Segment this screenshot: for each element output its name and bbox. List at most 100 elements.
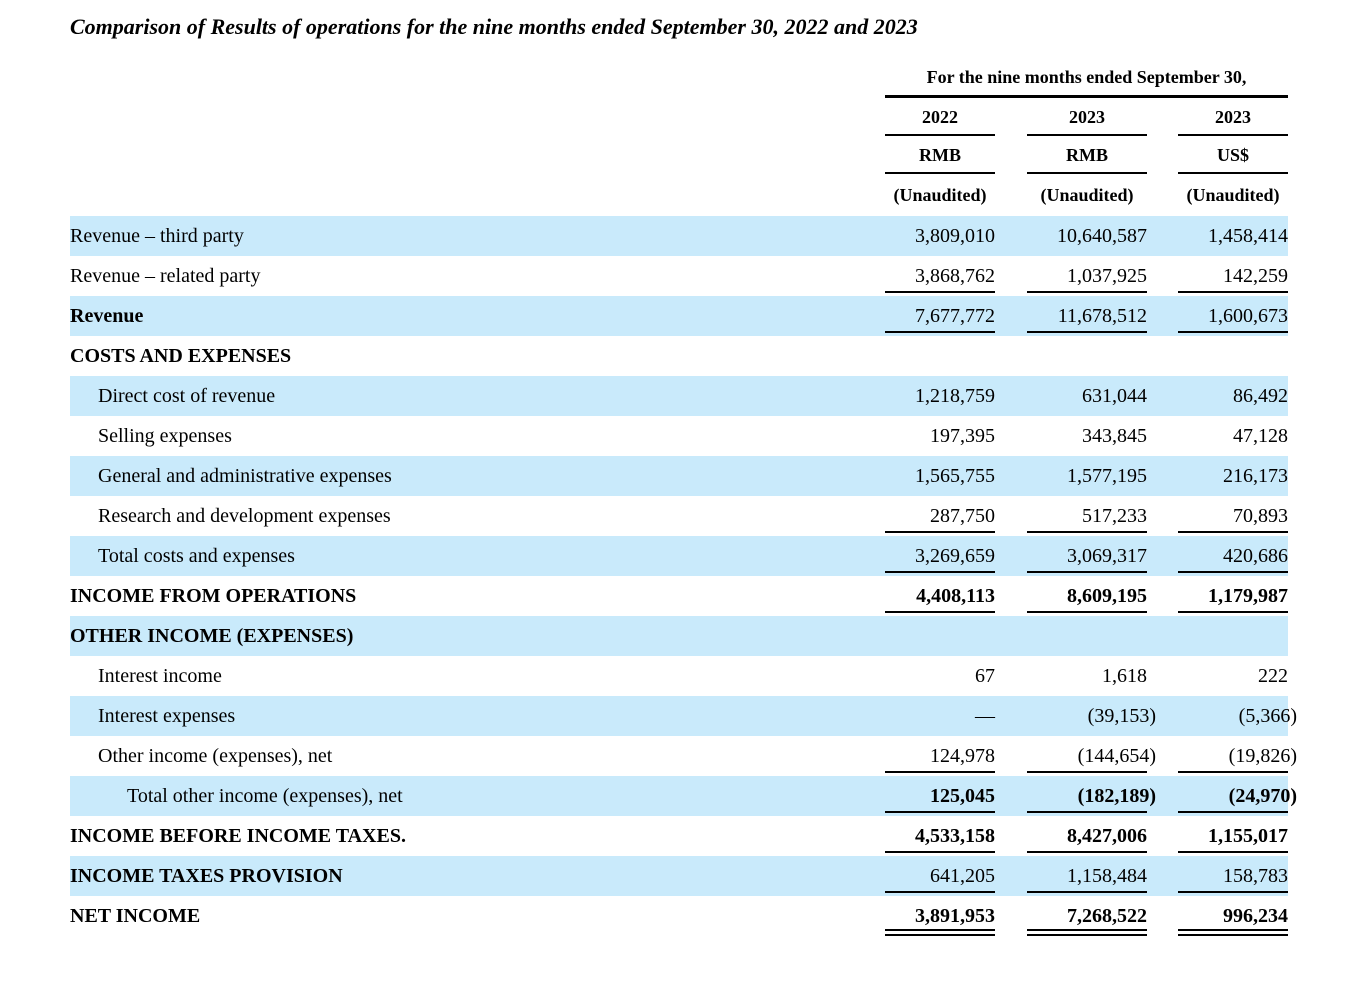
value-cell-2022-rmb: 3,269,659: [885, 536, 995, 576]
table-row: OTHER INCOME (EXPENSES): [70, 616, 1288, 656]
value-cell-2023-rmb: [1027, 336, 1147, 376]
value-2023-rmb: 1,618: [1102, 665, 1147, 687]
value-cell-2023-usd: 142,259: [1178, 256, 1288, 296]
row-label: COSTS AND EXPENSES: [70, 345, 292, 367]
value-cell-2023-rmb: 8,609,195: [1027, 576, 1147, 616]
value-cell-2023-rmb: 1,618: [1027, 656, 1147, 696]
results-of-operations-table: For the nine months ended September 30, …: [70, 60, 1297, 936]
value-2023-rmb: (144,654): [1077, 745, 1156, 767]
value-cell-2023-rmb: 11,678,512: [1027, 296, 1147, 336]
value-cell-2022-rmb: —: [885, 696, 995, 736]
value-cell-2023-usd: 1,600,673: [1178, 296, 1288, 336]
column-header-unaudited-3: (Unaudited): [1186, 185, 1280, 205]
table-row: Selling expenses 197,395 343,845 47,128: [70, 416, 1288, 456]
value-cell-2023-usd: 86,492: [1178, 376, 1288, 416]
row-label: Revenue: [70, 305, 144, 327]
value-2023-usd: (24,970): [1228, 785, 1297, 807]
value-cell-2023-rmb: 10,640,587: [1027, 216, 1147, 256]
value-2023-rmb: 11,678,512: [1057, 305, 1147, 327]
value-2023-usd: (5,366): [1238, 705, 1297, 727]
row-label: INCOME FROM OPERATIONS: [70, 585, 357, 607]
value-cell-2023-rmb: 1,577,195: [1027, 456, 1147, 496]
value-2023-usd: 86,492: [1233, 385, 1288, 407]
value-cell-2023-rmb: [1027, 616, 1147, 656]
value-cell-2022-rmb: 1,218,759: [885, 376, 995, 416]
value-cell-2022-rmb: 287,750: [885, 496, 995, 536]
row-label: General and administrative expenses: [98, 465, 392, 487]
value-cell-2022-rmb: [885, 336, 995, 376]
value-cell-2023-usd: 222: [1178, 656, 1288, 696]
value-2023-usd: 1,155,017: [1208, 825, 1288, 847]
value-2022-rmb: 7,677,772: [915, 305, 995, 327]
table-row: Revenue – related party 3,868,762 1,037,…: [70, 256, 1288, 296]
row-label: Research and development expenses: [98, 505, 391, 527]
value-cell-2023-rmb: 1,158,484: [1027, 856, 1147, 896]
page-title: Comparison of Results of operations for …: [70, 14, 918, 39]
value-cell-2023-rmb: (182,189): [1027, 776, 1156, 816]
column-header-unaudited-2: (Unaudited): [1040, 185, 1134, 205]
value-2022-rmb: 641,205: [930, 865, 995, 887]
column-header-unaudited-1: (Unaudited): [893, 185, 987, 205]
table-row: NET INCOME 3,891,953 7,268,522 996,234: [70, 896, 1288, 936]
value-2023-usd: (19,826): [1228, 745, 1297, 767]
value-2022-rmb: 4,533,158: [915, 825, 995, 847]
table-body: Revenue – third party 3,809,010 10,640,5…: [70, 216, 1297, 936]
table-row: Total other income (expenses), net 125,0…: [70, 776, 1297, 816]
value-2022-rmb: 125,045: [930, 785, 995, 807]
value-2023-usd: 420,686: [1223, 545, 1288, 567]
row-label: Interest expenses: [98, 705, 236, 727]
value-2023-rmb: 1,577,195: [1067, 465, 1147, 487]
value-2023-usd: 47,128: [1233, 425, 1288, 447]
column-header-currency-usd-2023: US$: [1178, 138, 1288, 176]
value-2023-usd: 158,783: [1223, 865, 1288, 887]
table-row: General and administrative expenses 1,56…: [70, 456, 1288, 496]
value-2022-rmb: 124,978: [930, 745, 995, 767]
table-header-currency-row: RMB RMB US$: [70, 138, 1288, 176]
row-label: NET INCOME: [70, 905, 201, 927]
column-group-header: For the nine months ended September 30,: [885, 60, 1288, 98]
table-row: Total costs and expenses 3,269,659 3,069…: [70, 536, 1288, 576]
value-2023-usd: 996,234: [1223, 905, 1288, 927]
value-2023-usd: 1,600,673: [1208, 305, 1288, 327]
value-cell-2023-rmb: (39,153): [1027, 696, 1156, 736]
value-2023-rmb: (182,189): [1077, 785, 1156, 807]
value-2023-usd: 222: [1258, 665, 1288, 687]
value-cell-2022-rmb: 641,205: [885, 856, 995, 896]
value-cell-2022-rmb: 7,677,772: [885, 296, 995, 336]
value-cell-2023-usd: [1178, 336, 1288, 376]
table-row: Revenue 7,677,772 11,678,512 1,600,673: [70, 296, 1288, 336]
value-cell-2023-usd: 1,155,017: [1178, 816, 1288, 856]
table-header-unaudited-row: (Unaudited) (Unaudited) (Unaudited): [70, 176, 1288, 216]
row-label: Revenue – related party: [70, 265, 261, 287]
value-2023-rmb: 343,845: [1082, 425, 1147, 447]
value-cell-2023-rmb: 3,069,317: [1027, 536, 1147, 576]
value-2022-rmb: 1,218,759: [915, 385, 995, 407]
value-cell-2022-rmb: 4,408,113: [885, 576, 995, 616]
value-cell-2023-usd: 420,686: [1178, 536, 1288, 576]
row-label: Total costs and expenses: [98, 545, 295, 567]
value-cell-2022-rmb: 124,978: [885, 736, 995, 776]
row-label: OTHER INCOME (EXPENSES): [70, 625, 354, 647]
value-2022-rmb: 3,868,762: [915, 265, 995, 287]
row-label: Other income (expenses), net: [98, 745, 333, 767]
column-header-year-2022: 2022: [885, 98, 995, 138]
table-header-year-row: 2022 2023 2023: [70, 98, 1288, 138]
row-label: INCOME BEFORE INCOME TAXES.: [70, 825, 406, 847]
value-cell-2023-usd: [1178, 616, 1288, 656]
table-row: INCOME BEFORE INCOME TAXES. 4,533,158 8,…: [70, 816, 1288, 856]
value-cell-2023-usd: 216,173: [1178, 456, 1288, 496]
value-2023-rmb: 8,427,006: [1067, 825, 1147, 847]
table-row: Interest expenses — (39,153) (5,366): [70, 696, 1297, 736]
row-label: Total other income (expenses), net: [127, 785, 403, 807]
value-cell-2023-usd: 1,458,414: [1178, 216, 1288, 256]
column-header-year-2023-rmb: 2023: [1027, 98, 1147, 138]
value-2023-rmb: 8,609,195: [1067, 585, 1147, 607]
value-2022-rmb: 1,565,755: [915, 465, 995, 487]
column-header-year-2023-usd: 2023: [1178, 98, 1288, 138]
value-cell-2022-rmb: 3,809,010: [885, 216, 995, 256]
column-header-currency-rmb-2022: RMB: [885, 138, 995, 176]
value-cell-2023-usd: 1,179,987: [1178, 576, 1288, 616]
value-cell-2023-rmb: 8,427,006: [1027, 816, 1147, 856]
table-row: Other income (expenses), net 124,978 (14…: [70, 736, 1297, 776]
